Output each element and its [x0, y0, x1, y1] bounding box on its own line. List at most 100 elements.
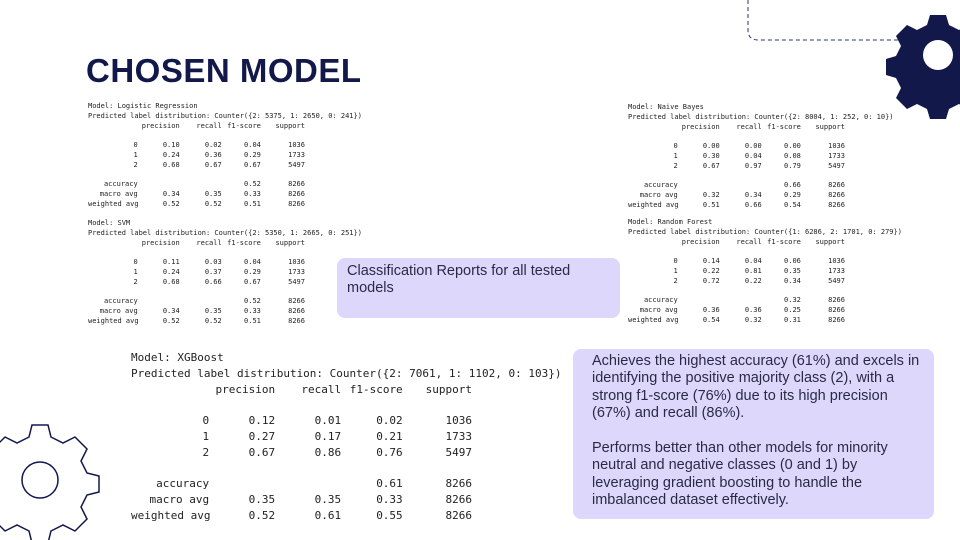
cell: 0.34 [784, 276, 801, 285]
column-header: f1-score [767, 122, 801, 131]
cell: 0.24 [162, 267, 180, 276]
cell: 0.68 [162, 277, 180, 286]
cell: 0.21 [376, 430, 403, 444]
cell: 8266 [828, 306, 845, 315]
report: Model: Naive Bayes Predicted label distri… [628, 103, 894, 211]
cell: 1 [673, 266, 678, 275]
callout-text: Classification Reports for all tested mo… [347, 263, 571, 297]
cell: 0.32 [702, 191, 720, 200]
report-row: weighted avg 0.54 0.32 0.31 8266 [628, 316, 902, 326]
column-header: support [425, 382, 472, 396]
distribution-line: Predicted label distribution: Counter({2… [88, 228, 362, 237]
cell: 1733 [288, 267, 305, 276]
cell: 0.33 [244, 190, 261, 199]
column-header: recall [196, 238, 222, 247]
cell: 0.35 [204, 307, 222, 316]
cell: 0.04 [244, 258, 261, 267]
cell: 0.52 [162, 199, 180, 208]
model-line: Model: Random Forest [628, 218, 713, 226]
cell: 0.34 [744, 191, 762, 200]
cell: 0 [133, 141, 138, 150]
report-row: weighted avg 0.52 0.61 0.55 8266 [131, 508, 561, 524]
cell: 1733 [828, 151, 845, 160]
column-header: precision [681, 237, 720, 246]
cell: 0.51 [244, 316, 261, 325]
cell: 0.81 [744, 266, 762, 275]
cell: 0.32 [744, 315, 762, 324]
cell: 0.52 [244, 180, 261, 189]
cell: 5497 [828, 161, 845, 170]
cell: macro avg [99, 190, 138, 199]
cell: accuracy [643, 296, 678, 305]
cell: 0.66 [744, 200, 762, 209]
cell: weighted avg [131, 509, 211, 523]
distribution-line: Predicted label distribution: Counter({2… [131, 366, 562, 380]
model-line: Model: Naive Bayes [628, 103, 704, 111]
cell: 1036 [288, 258, 305, 267]
report-row: macro avg 0.32 0.34 0.29 8266 [628, 191, 894, 201]
spacer [131, 461, 561, 476]
column-header: recall [736, 237, 762, 246]
header-row: precision recall f1-score support [88, 122, 362, 132]
cell: 0.34 [162, 190, 180, 199]
cell: 1 [202, 430, 210, 444]
report-row: 1 0.24 0.36 0.29 1733 [88, 151, 362, 161]
report-row: macro avg 0.34 0.35 0.33 8266 [88, 190, 362, 200]
cell: macro avg [639, 191, 678, 200]
cell: 0.27 [248, 430, 276, 444]
model-line: Model: SVM [88, 219, 131, 227]
callout: Classification Reports for all tested mo… [337, 258, 620, 318]
accuracy-row: accuracy 0.66 8266 [628, 181, 894, 191]
cell: accuracy [643, 181, 678, 190]
cell: 8266 [288, 307, 305, 316]
cell: 0.02 [376, 414, 403, 428]
report-row: weighted avg 0.51 0.66 0.54 8266 [628, 201, 894, 211]
cell: 1 [133, 150, 138, 159]
report: Model: SVM Predicted label distribution: … [88, 219, 362, 327]
spacer [628, 238, 678, 248]
cell: 0.02 [204, 141, 222, 150]
cell: 0.00 [702, 142, 720, 151]
cell: 0.35 [204, 190, 222, 199]
report-row: 0 0.10 0.02 0.04 1036 [88, 141, 362, 151]
cell: 0.14 [702, 257, 720, 266]
header-row: precision recall f1-score support [628, 123, 894, 133]
cell: 0.22 [744, 276, 762, 285]
cell: 0.67 [248, 446, 276, 460]
model-line: Model: Logistic Regression [88, 102, 198, 110]
cell: 2 [673, 161, 678, 170]
spacer [88, 131, 362, 141]
cell: 2 [133, 160, 138, 169]
report-row: 1 0.22 0.81 0.35 1733 [628, 267, 902, 277]
report-row: 2 0.68 0.67 0.67 5497 [88, 161, 362, 171]
cell: macro avg [149, 493, 210, 507]
cell: 0.03 [204, 258, 222, 267]
dashed-line [747, 0, 905, 41]
cell: 0.22 [702, 266, 720, 275]
cell: 0.33 [244, 307, 261, 316]
cell: 0.52 [244, 297, 261, 306]
cell: 0.51 [702, 200, 720, 209]
report-row: 0 0.11 0.03 0.04 1036 [88, 258, 362, 268]
report-row: 1 0.27 0.17 0.21 1733 [131, 429, 561, 445]
cell: 0.01 [314, 414, 342, 428]
cell: 0.34 [162, 307, 180, 316]
cell: 0.79 [784, 161, 801, 170]
report-row: 0 0.00 0.00 0.00 1036 [628, 142, 894, 152]
cell: 1036 [828, 142, 845, 151]
column-header: precision [141, 238, 180, 247]
column-header: f1-score [227, 238, 261, 247]
cell: 0.97 [744, 161, 762, 170]
accuracy-row: accuracy 0.32 8266 [628, 296, 902, 306]
column-header: precision [215, 382, 276, 396]
spacer [88, 288, 362, 298]
cell: 8266 [828, 296, 845, 305]
cell: 1 [673, 151, 678, 160]
cell: 0.52 [162, 316, 180, 325]
spacer [88, 171, 362, 181]
cell: 0.35 [314, 493, 342, 507]
callout-text: Performs better than other models for mi… [592, 439, 888, 509]
spacer [628, 247, 902, 257]
cell: 5497 [288, 160, 305, 169]
